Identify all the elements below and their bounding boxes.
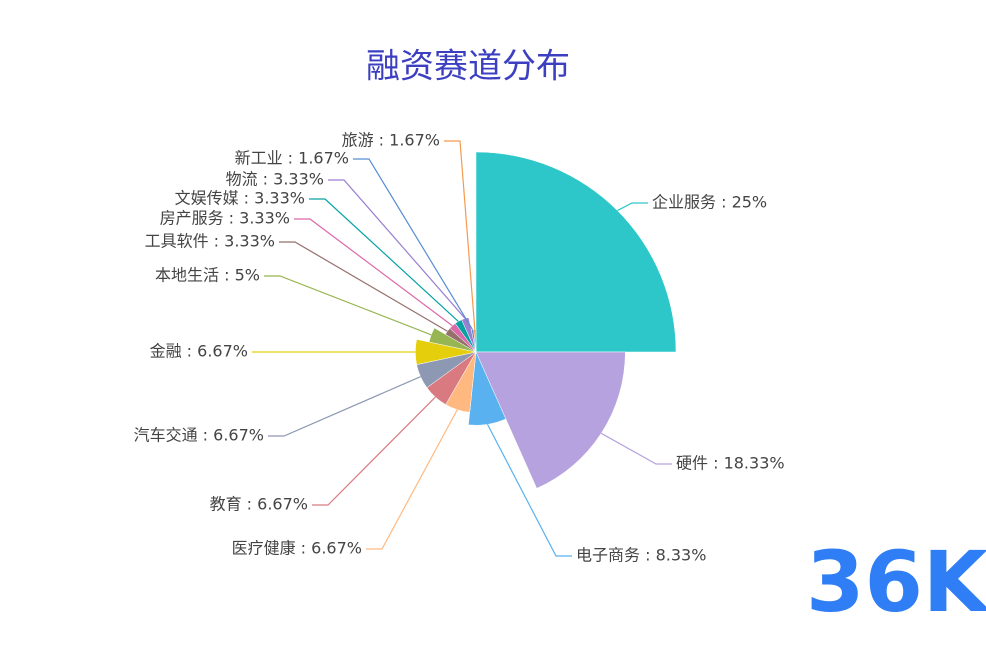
leader-line	[264, 275, 432, 336]
leader-line	[328, 179, 466, 319]
rose-slice	[473, 329, 477, 353]
leader-line	[279, 241, 448, 332]
rose-slice	[475, 351, 626, 489]
data-label: 电子商务 : 8.33%	[576, 546, 706, 565]
data-label: 工具软件 : 3.33%	[145, 232, 275, 251]
rose-slice	[415, 339, 477, 365]
rose-slice	[428, 327, 477, 353]
leader-line	[366, 409, 458, 550]
data-label: 本地生活 : 5%	[155, 266, 260, 285]
leader-line	[312, 396, 436, 506]
chart-title: 融资赛道分布	[366, 47, 570, 87]
logo: 36Kr	[806, 533, 986, 631]
data-label: 物流 : 3.33%	[226, 170, 324, 189]
data-label: 教育 : 6.67%	[210, 495, 308, 514]
data-label: 新工业 : 1.67%	[235, 149, 349, 168]
leader-line	[617, 202, 648, 212]
data-label: 房产服务 : 3.33%	[160, 209, 290, 228]
leader-line	[309, 198, 459, 322]
data-label: 旅游 : 1.67%	[342, 131, 440, 150]
leader-line	[444, 140, 476, 330]
data-label: 金融 : 6.67%	[150, 342, 248, 361]
data-label: 文娱传媒 : 3.33%	[175, 189, 305, 208]
data-label: 硬件 : 18.33%	[676, 454, 785, 473]
leader-line	[486, 424, 572, 557]
data-label: 汽车交通 : 6.67%	[134, 426, 264, 445]
data-label: 医疗健康 : 6.67%	[232, 539, 362, 558]
leader-line	[600, 432, 672, 465]
leader-line	[294, 218, 453, 327]
rose-slice	[475, 151, 677, 353]
data-label: 企业服务 : 25%	[652, 193, 767, 212]
leader-line	[353, 158, 473, 330]
leader-line	[268, 376, 421, 437]
